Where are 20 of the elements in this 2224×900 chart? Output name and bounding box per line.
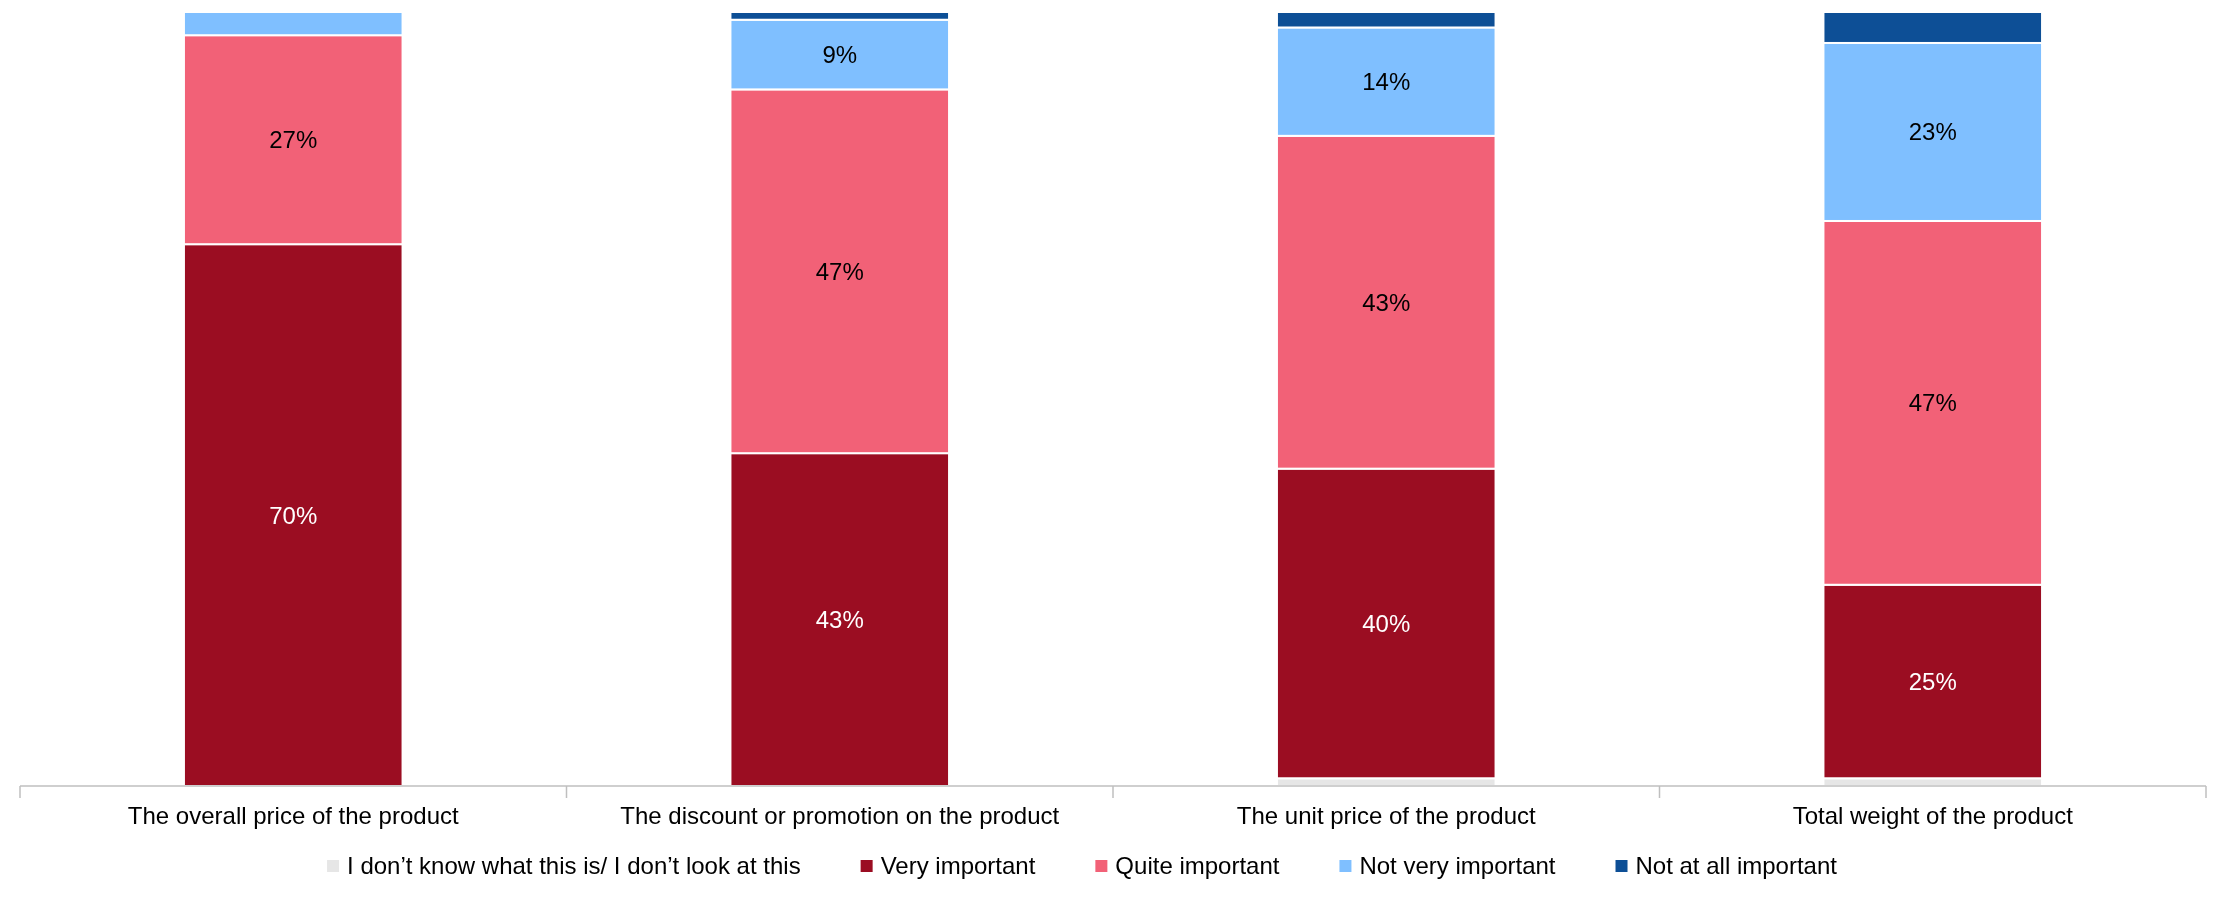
data-label: 27% [269, 126, 318, 154]
data-label: 47% [1908, 389, 1957, 417]
legend-label: Not very important [1359, 852, 1556, 879]
legend-label: Quite important [1115, 852, 1280, 879]
x-tick-label: The overall price of the product [127, 802, 459, 829]
x-tick-label: Total weight of the product [1792, 802, 2074, 829]
data-label: 70% [269, 501, 318, 529]
x-tick-label: The unit price of the product [1236, 802, 1536, 829]
data-label: 9% [822, 40, 858, 68]
legend-label: Not at all important [1635, 852, 1838, 879]
legend-label: Very important [880, 852, 1036, 879]
data-label: 25% [1908, 667, 1957, 695]
data-label: 14% [1362, 68, 1411, 96]
x-tick-label: The discount or promotion on the product [620, 802, 1060, 829]
legend-label: I don’t know what this is/ I don’t look at this [347, 852, 801, 879]
data-label: 23% [1908, 118, 1957, 146]
data-label: 43% [1362, 288, 1411, 316]
data-label: 47% [815, 257, 864, 285]
data-label: 43% [815, 605, 864, 633]
data-label: 40% [1362, 609, 1411, 637]
